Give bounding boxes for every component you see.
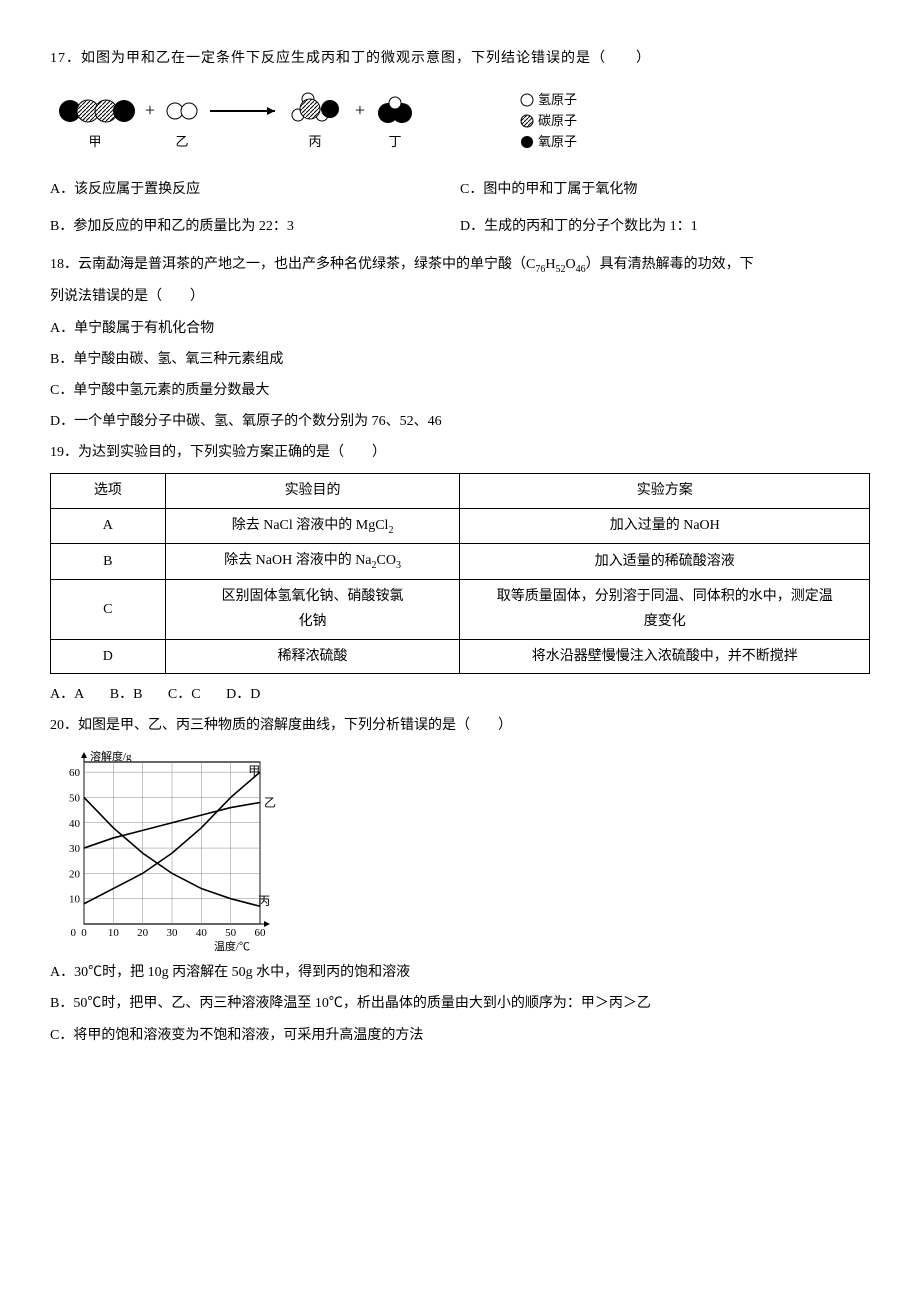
table-row: B 除去 NaOH 溶液中的 Na2CO3 加入适量的稀硫酸溶液 (51, 544, 870, 580)
q18-optA: A．单宁酸属于有机化合物 (50, 316, 870, 341)
table-row: A 除去 NaCl 溶液中的 MgCl2 加入过量的 NaOH (51, 508, 870, 544)
q18-stem: 18．云南勐海是普洱茶的产地之一，也出产多种名优绿茶，绿茶中的单宁酸（C76H5… (50, 252, 870, 279)
q19-ansA: A．A (50, 687, 84, 702)
cell-opt: C (51, 580, 166, 639)
q18-optC: C．单宁酸中氢元素的质量分数最大 (50, 378, 870, 403)
q19-stem: 19．为达到实验目的，下列实验方案正确的是（ ） (50, 440, 870, 465)
svg-text:20: 20 (69, 869, 81, 881)
svg-text:溶解度/g: 溶解度/g (90, 749, 132, 763)
th-purpose: 实验目的 (165, 474, 460, 508)
svg-text:30: 30 (69, 843, 81, 855)
q18-stem-b: ）具有清热解毒的功效，下 (586, 257, 754, 272)
legend-o: 氧原子 (538, 132, 577, 153)
cell-plan: 取等质量固体，分别溶于同温、同体积的水中，测定温度变化 (460, 580, 870, 639)
cell-plan: 将水沿器壁慢慢注入浓硫酸中，并不断搅拌 (460, 639, 870, 673)
svg-text:+: + (145, 100, 155, 120)
table-row: D 稀释浓硫酸 将水沿器壁慢慢注入浓硫酸中，并不断搅拌 (51, 639, 870, 673)
cell-plan: 加入适量的稀硫酸溶液 (460, 544, 870, 580)
svg-text:10: 10 (69, 894, 81, 906)
q17-diagram-row: 甲 + 乙 丙 + 丁 氢原子 碳原子 氧原子 (50, 81, 870, 161)
cell-opt: B (51, 544, 166, 580)
q17-reaction-diagram: 甲 + 乙 丙 + 丁 (50, 81, 480, 161)
q20-optB: B．50℃时，把甲、乙、丙三种溶液降温至 10℃，析出晶体的质量由大到小的顺序为… (50, 991, 870, 1016)
svg-text:60: 60 (69, 767, 81, 779)
cell-purpose: 除去 NaCl 溶液中的 MgCl2 (165, 508, 460, 544)
table-row: C 区别固体氢氧化钠、硝酸铵氯化钠 取等质量固体，分别溶于同温、同体积的水中，测… (51, 580, 870, 639)
svg-text:丁: 丁 (388, 134, 401, 149)
q17-optC: C．图中的甲和丁属于氧化物 (460, 177, 870, 202)
svg-text:50: 50 (69, 793, 81, 805)
q18-stem-line2: 列说法错误的是（ ） (50, 284, 870, 309)
q19-table: 选项 实验目的 实验方案 A 除去 NaCl 溶液中的 MgCl2 加入过量的 … (50, 473, 870, 673)
svg-text:40: 40 (69, 818, 81, 830)
svg-text:0: 0 (71, 927, 77, 939)
svg-text:30: 30 (167, 927, 179, 939)
q17-optA: A．该反应属于置换反应 (50, 177, 460, 202)
q18-mid2: O (565, 257, 575, 272)
legend-c: 碳原子 (538, 111, 577, 132)
q17-optD: D．生成的丙和丁的分子个数比为 1：1 (460, 214, 870, 239)
cell-opt: D (51, 639, 166, 673)
q20-optC: C．将甲的饱和溶液变为不饱和溶液，可采用升高温度的方法 (50, 1023, 870, 1048)
q18-sub1: 76 (535, 263, 545, 274)
label-jia: 甲 (88, 134, 101, 149)
svg-text:甲: 甲 (248, 764, 260, 778)
svg-text:乙: 乙 (175, 134, 188, 149)
cell-purpose: 区别固体氢氧化钠、硝酸铵氯化钠 (165, 580, 460, 639)
q19-ansC: C．C (168, 687, 201, 702)
q19-ansB: B．B (110, 687, 143, 702)
svg-text:60: 60 (255, 927, 267, 939)
q18-sub2: 52 (555, 263, 565, 274)
svg-text:+: + (355, 100, 365, 120)
q20-optA: A．30℃时，把 10g 丙溶解在 50g 水中，得到丙的饱和溶液 (50, 960, 870, 985)
cell-purpose: 除去 NaOH 溶液中的 Na2CO3 (165, 544, 460, 580)
svg-text:50: 50 (225, 927, 237, 939)
q19-answer-options: A．A B．B C．C D．D (50, 682, 870, 707)
legend-h: 氢原子 (538, 90, 577, 111)
q18-optB: B．单宁酸由碳、氢、氧三种元素组成 (50, 347, 870, 372)
q17-optB: B．参加反应的甲和乙的质量比为 22：3 (50, 214, 460, 239)
q17-stem: 17．如图为甲和乙在一定条件下反应生成丙和丁的微观示意图，下列结论错误的是（ ） (50, 46, 870, 71)
q18-stem-a: 18．云南勐海是普洱茶的产地之一，也出产多种名优绿茶，绿茶中的单宁酸（C (50, 257, 535, 272)
cell-opt: A (51, 508, 166, 544)
q20-stem: 20．如图是甲、乙、丙三种物质的溶解度曲线，下列分析错误的是（ ） (50, 713, 870, 738)
table-header-row: 选项 实验目的 实验方案 (51, 474, 870, 508)
q17-legend: 氢原子 碳原子 氧原子 (520, 90, 577, 152)
q18-sub3: 46 (576, 263, 586, 274)
svg-text:20: 20 (137, 927, 149, 939)
q18-mid1: H (545, 257, 555, 272)
th-option: 选项 (51, 474, 166, 508)
q18-optD: D．一个单宁酸分子中碳、氢、氧原子的个数分别为 76、52、46 (50, 409, 870, 434)
cell-plan: 加入过量的 NaOH (460, 508, 870, 544)
svg-text:10: 10 (108, 927, 120, 939)
svg-text:丙: 丙 (258, 894, 270, 908)
svg-text:温度/℃: 温度/℃ (214, 939, 250, 953)
q20-solubility-chart: 0 10 20 30 40 50 60 10 20 30 40 50 60 溶解度/g 温度/℃ 甲乙丙 0 (50, 744, 290, 954)
q19-ansD: D．D (226, 687, 260, 702)
cell-purpose: 稀释浓硫酸 (165, 639, 460, 673)
svg-text:丙: 丙 (308, 134, 321, 149)
th-plan: 实验方案 (460, 474, 870, 508)
svg-text:0: 0 (81, 927, 87, 939)
svg-text:乙: 乙 (264, 796, 276, 810)
svg-text:40: 40 (196, 927, 208, 939)
